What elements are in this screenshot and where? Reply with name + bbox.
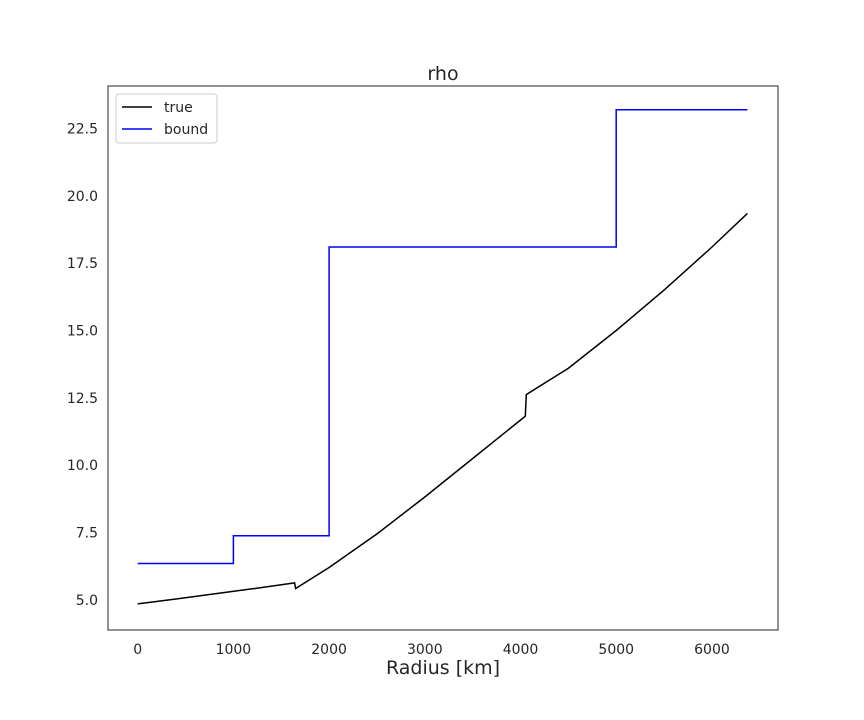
y-tick-label: 12.5 bbox=[67, 391, 98, 407]
y-tick-label: 17.5 bbox=[67, 256, 98, 272]
y-tick-label: 22.5 bbox=[67, 122, 98, 138]
x-tick-label: 0 bbox=[133, 642, 142, 658]
y-tick-label: 10.0 bbox=[67, 458, 98, 474]
x-tick-label: 5000 bbox=[598, 642, 634, 658]
x-axis-label: Radius [km] bbox=[386, 657, 500, 679]
plot-area bbox=[107, 85, 779, 631]
series-line-true bbox=[137, 212, 748, 605]
plot-frame bbox=[107, 85, 779, 631]
series-line-bound bbox=[137, 108, 748, 565]
x-axis: 0 1000 2000 3000 4000 5000 6000 bbox=[133, 642, 730, 658]
y-tick-label: 20.0 bbox=[67, 189, 98, 205]
x-tick-label: 3000 bbox=[407, 642, 443, 658]
y-tick-label: 7.5 bbox=[76, 526, 98, 542]
x-tick-label: 6000 bbox=[694, 642, 730, 658]
legend: true bound bbox=[115, 93, 218, 144]
x-tick-label: 2000 bbox=[311, 642, 347, 658]
x-tick-label: 1000 bbox=[216, 642, 252, 658]
legend-label-true: true bbox=[164, 100, 193, 116]
series-layer bbox=[137, 108, 748, 605]
legend-label-bound: bound bbox=[164, 122, 208, 138]
x-tick-label: 4000 bbox=[503, 642, 539, 658]
y-tick-label: 15.0 bbox=[67, 324, 98, 340]
y-axis: 5.0 7.5 10.0 12.5 15.0 17.5 20.0 22.5 bbox=[67, 122, 98, 609]
y-tick-label: 5.0 bbox=[76, 593, 98, 609]
chart-title: rho bbox=[427, 63, 458, 85]
